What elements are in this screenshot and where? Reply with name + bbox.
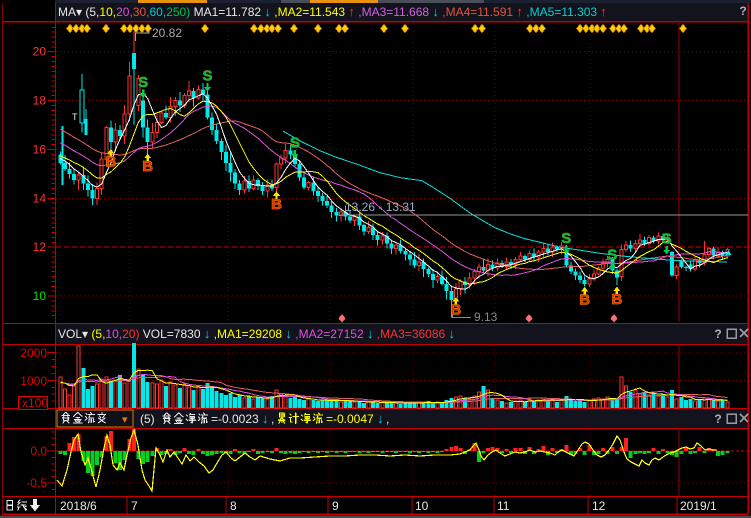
svg-text:S: S — [607, 246, 617, 263]
svg-text:9.13: 9.13 — [474, 310, 498, 324]
svg-text:1000: 1000 — [20, 374, 47, 388]
svg-text:,: , — [271, 412, 274, 426]
svg-text:↓: ↓ — [262, 411, 269, 426]
svg-text:(5): (5) — [140, 412, 155, 426]
svg-text:13.26 - 13.31: 13.26 - 13.31 — [345, 200, 416, 214]
svg-text:B: B — [611, 291, 622, 308]
svg-text:MA▾ (5,10,20,30,60,250) MA1=1: MA▾ (5,10,20,30,60,250) MA1=11.782 ↓ ,MA… — [58, 4, 607, 19]
svg-text:x100: x100 — [22, 396, 48, 410]
svg-text:20: 20 — [33, 45, 47, 59]
svg-text:B: B — [579, 291, 590, 308]
svg-text:16: 16 — [33, 143, 47, 157]
svg-text:▾: ▾ — [122, 414, 128, 426]
svg-text:B: B — [105, 153, 116, 170]
svg-text:20.82: 20.82 — [152, 26, 182, 40]
svg-text:-0.5: -0.5 — [26, 476, 47, 490]
svg-text:S: S — [561, 230, 571, 247]
svg-text:S: S — [662, 230, 672, 247]
svg-text:=-0.0023: =-0.0023 — [211, 412, 259, 426]
svg-text:?: ? — [714, 412, 721, 426]
svg-text:S: S — [202, 68, 212, 85]
svg-text:18: 18 — [33, 94, 47, 108]
svg-text:S: S — [290, 135, 300, 152]
svg-text:?: ? — [714, 327, 721, 341]
svg-text:2018/6: 2018/6 — [60, 499, 97, 513]
svg-text:11: 11 — [497, 499, 510, 513]
svg-text:10: 10 — [415, 499, 429, 513]
svg-text:VOL▾ (5,10,20) VOL=7830 ↓ ,MA: VOL▾ (5,10,20) VOL=7830 ↓ ,MA1=29208 ↓ ,… — [58, 326, 455, 341]
svg-text:8: 8 — [230, 499, 237, 513]
svg-text:↓: ↓ — [377, 411, 384, 426]
svg-text:?: ? — [739, 4, 746, 18]
svg-text:B: B — [271, 196, 282, 213]
svg-text:T: T — [72, 112, 78, 122]
svg-text:B: B — [450, 302, 461, 319]
svg-text:0.0: 0.0 — [30, 444, 47, 458]
svg-text:S: S — [138, 74, 148, 91]
svg-text:10: 10 — [33, 289, 47, 303]
svg-text:7: 7 — [131, 499, 138, 513]
svg-text:9: 9 — [332, 499, 339, 513]
svg-text:=-0.0047: =-0.0047 — [326, 412, 374, 426]
svg-text:2000: 2000 — [20, 346, 47, 360]
svg-text:,: , — [386, 412, 389, 426]
svg-text:14: 14 — [33, 191, 47, 205]
svg-text:12: 12 — [592, 499, 606, 513]
svg-text:12: 12 — [33, 240, 47, 254]
svg-text:B: B — [142, 158, 153, 175]
svg-text:2019/1: 2019/1 — [680, 499, 717, 513]
